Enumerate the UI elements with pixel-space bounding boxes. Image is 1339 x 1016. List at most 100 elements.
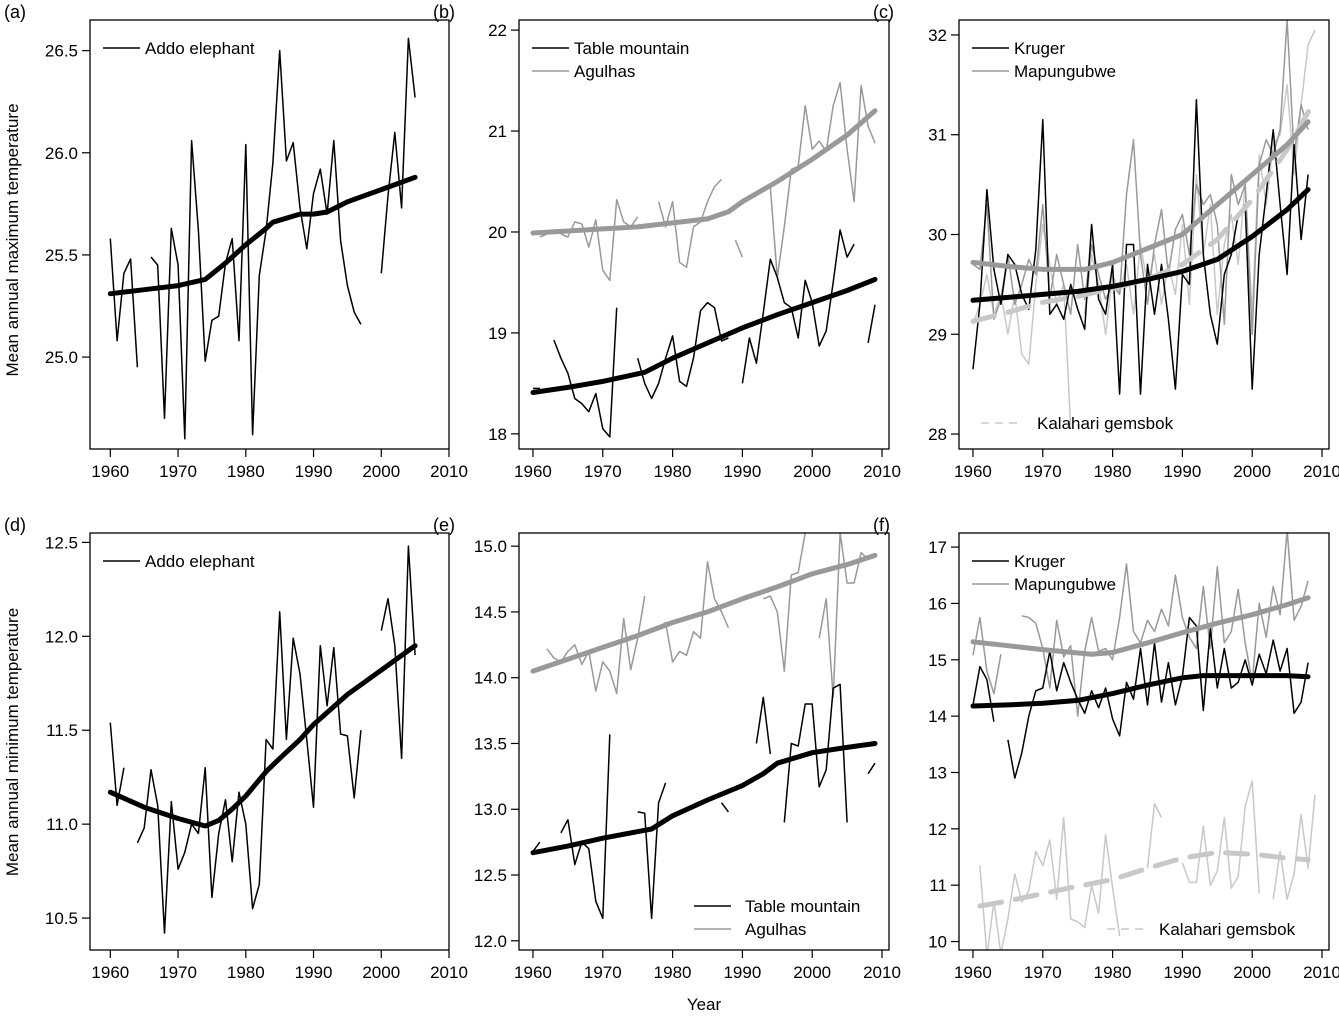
panel-6-y-tick-label-4: 14	[928, 707, 947, 726]
panel-3-legend-label-1: Mapungubwe	[1014, 62, 1116, 81]
panel-5-plot-area	[530, 533, 878, 920]
panel-2-series-line-0-2	[657, 178, 723, 269]
panel-5-label: (e)	[433, 515, 455, 535]
panel-1-x-tick-label-1: 1970	[159, 462, 197, 481]
panel-3: (c) 1960 1970 1980 1990 2000 2010 28 29 30 31 32 Kru…	[873, 2, 1339, 481]
panel-4-frame	[89, 532, 450, 951]
panel-5-y-tick-label-2: 13.0	[474, 800, 507, 819]
panel-2-series-line-1-2	[636, 301, 729, 400]
panel-2-series-line-1-1	[553, 307, 618, 438]
panel-2-series-line-1-4	[867, 304, 876, 344]
panel-1-x-tick-label-5: 2010	[430, 462, 468, 481]
panel-3-x-tick-label-4: 2000	[1233, 462, 1271, 481]
panel-6-series-line-2-0	[972, 665, 995, 722]
panel-4: (d) 1960 1970 1980 1990 2000 2010 10.5 11.0 11.5 1…	[4, 515, 468, 982]
panel-4-x-tick-label-4: 2000	[362, 963, 400, 982]
panel-2: (b) 1960 1970 1980 1990 2000 2010 18 19 20 21 22 Tab…	[433, 2, 901, 481]
panel-4-series-line-0-1	[136, 611, 362, 934]
panel-5-x-tick-label-0: 1960	[514, 963, 552, 982]
panel-2-series-line-0-1	[560, 198, 639, 282]
panel-5-legend-label-1: Agulhas	[745, 920, 806, 939]
panel-5-frame	[518, 532, 890, 951]
panel-1-legend-label-0: Addo elephant	[145, 39, 255, 58]
panel-6-y-tick-label-2: 12	[928, 820, 947, 839]
panel-5-series-line-0-1	[658, 561, 730, 663]
panel-6-legend-label-1: Mapungubwe	[1014, 575, 1116, 594]
panel-2-series-line-0-3	[734, 239, 744, 258]
panel-1-label: (a)	[4, 2, 26, 22]
panel-1-y-tick-label-1: 25.5	[45, 246, 78, 265]
panel-5-x-tick-label-2: 1980	[654, 963, 692, 982]
panel-4-label: (d)	[4, 515, 26, 535]
panel-3-x-tick-label-0: 1960	[954, 462, 992, 481]
panel-1-y-tick-label-0: 25.0	[45, 348, 78, 367]
panel-5-y-tick-label-4: 14.0	[474, 669, 507, 688]
panel-4-x-tick-label-0: 1960	[91, 963, 129, 982]
panel-5-series-line-1-1	[560, 734, 611, 920]
panel-5-series-line-1-4	[755, 696, 772, 755]
panel-1-trend-line-1-0	[107, 174, 418, 297]
panel-3-y-tick-label-2: 30	[928, 226, 947, 245]
panel-2-x-tick-label-5: 2010	[863, 462, 901, 481]
panel-3-plot-area	[970, 20, 1318, 430]
panel-2-y-tick-label-2: 20	[488, 223, 507, 242]
panel-6-trend-line-3-0	[977, 850, 1311, 909]
panel-3-trend-line-5-0	[970, 187, 1311, 303]
panel-2-y-tick-label-3: 21	[488, 122, 507, 141]
panel-3-frame	[958, 19, 1330, 450]
panel-6-series-line-0-2	[1181, 780, 1260, 894]
panel-5-series-line-1-5	[783, 683, 848, 823]
panel-6-trend-line-4-0	[970, 595, 1311, 657]
panel-1-series-line-0-1	[150, 49, 362, 440]
panel-4-x-tick-label-1: 1970	[159, 963, 197, 982]
y-axis-title-top: Mean annual maximum temperature	[3, 103, 22, 376]
panel-2-plot-area	[530, 81, 878, 438]
panel-3-x-tick-label-5: 2010	[1303, 462, 1339, 481]
panel-4-trend-line-1-0	[107, 643, 418, 829]
panel-5-y-tick-label-6: 15.0	[474, 537, 507, 556]
panel-3-legend-label-bottom: Kalahari gemsbok	[1037, 414, 1174, 433]
panel-6-plot-area	[970, 533, 1316, 950]
panel-6-y-tick-label-1: 11	[929, 876, 947, 895]
x-axis-title: Year	[687, 995, 722, 1014]
panel-5-trend-line-2-0	[530, 552, 878, 674]
panel-2-x-tick-label-2: 1980	[654, 462, 692, 481]
panel-1-x-tick-label-2: 1980	[227, 462, 265, 481]
panel-6-series-line-0-0	[979, 816, 1121, 950]
panel-3-series-line-2-0	[972, 99, 1309, 395]
panel-1-x-tick-label-4: 2000	[362, 462, 400, 481]
panel-5-y-tick-label-1: 12.5	[474, 866, 507, 885]
panel-1-frame	[89, 19, 450, 450]
panel-3-y-tick-label-1: 29	[928, 325, 947, 344]
panel-5-y-tick-label-3: 13.5	[474, 734, 507, 753]
panel-6-x-tick-label-2: 1980	[1094, 963, 1132, 982]
panel-5: (e) 1960 1970 1980 1990 2000 2010 12.0 12.5 13.0 1…	[433, 515, 901, 982]
panel-5-series-line-0-2	[763, 533, 806, 672]
panel-5-y-tick-label-5: 14.5	[474, 603, 507, 622]
panel-3-series-line-1-0	[972, 20, 1309, 336]
panel-1: (a) 1960 1970 1980 1990 2000 2010 25.0 25.5 26.0 2…	[4, 2, 468, 481]
panel-5-series-line-1-3	[720, 802, 730, 813]
panel-5-y-tick-label-0: 12.0	[474, 932, 507, 951]
panel-4-y-tick-label-2: 11.5	[46, 721, 78, 740]
panel-4-y-tick-label-4: 12.5	[45, 533, 78, 552]
panel-1-y-tick-label-2: 26.0	[45, 144, 78, 163]
panel-3-x-tick-label-3: 1990	[1163, 462, 1201, 481]
panel-4-x-tick-label-5: 2010	[430, 963, 468, 982]
panel-6-legend-label-0: Kruger	[1014, 552, 1065, 571]
panel-4-y-tick-label-3: 12.0	[45, 627, 78, 646]
panel-3-label: (c)	[873, 2, 894, 22]
panel-2-y-tick-label-4: 22	[488, 21, 507, 40]
panel-3-x-tick-label-2: 1980	[1094, 462, 1132, 481]
panel-3-y-tick-label-4: 32	[928, 26, 947, 45]
panel-1-series-line-0-0	[109, 238, 139, 368]
panel-2-series-line-1-3	[741, 229, 855, 384]
panel-6-x-tick-label-0: 1960	[954, 963, 992, 982]
panel-6-trend-line-5-0	[970, 673, 1311, 709]
panel-4-series-line-0-0	[109, 722, 125, 807]
panel-2-x-tick-label-4: 2000	[793, 462, 831, 481]
panel-6-series-line-1-1	[1021, 533, 1309, 717]
panel-4-legend-label-0: Addo elephant	[145, 552, 255, 571]
panel-6-y-tick-label-6: 16	[928, 594, 947, 613]
